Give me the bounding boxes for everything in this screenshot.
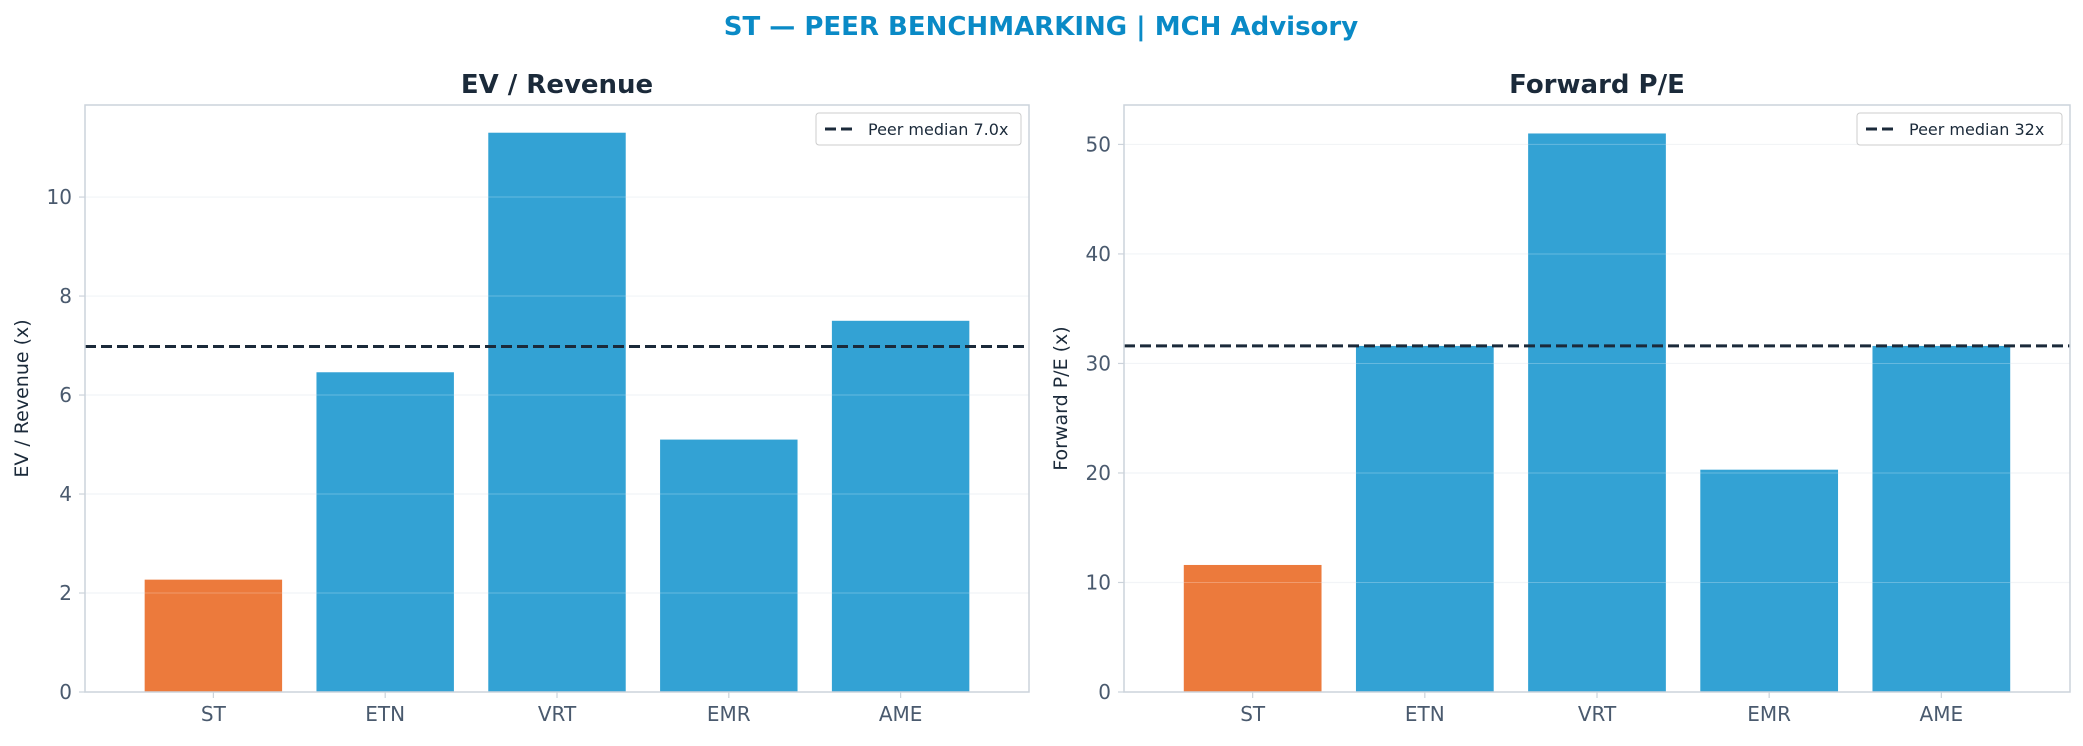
x-tick-label: ST bbox=[1240, 702, 1266, 726]
axes-frame bbox=[84, 104, 1030, 693]
panel-title: EV / Revenue bbox=[461, 70, 653, 100]
x-tick-label: VRT bbox=[538, 702, 577, 726]
x-tick-label: EMR bbox=[1747, 702, 1791, 726]
y-tick-label: 40 bbox=[1086, 242, 1111, 266]
bar-etn bbox=[316, 372, 454, 692]
y-tick-label: 2 bbox=[59, 581, 72, 605]
bar-ame bbox=[831, 320, 970, 692]
x-tick-label: ST bbox=[201, 702, 227, 726]
bar-emr bbox=[660, 439, 798, 692]
x-tick-label: AME bbox=[879, 702, 923, 726]
y-tick-label: 0 bbox=[59, 680, 72, 704]
y-tick-label: 50 bbox=[1086, 132, 1111, 156]
legend-box bbox=[815, 112, 1022, 146]
y-tick-label: 0 bbox=[1098, 680, 1111, 704]
y-tick-label: 4 bbox=[59, 482, 72, 506]
bar-vrt bbox=[488, 132, 626, 693]
y-tick-label: 6 bbox=[59, 383, 72, 407]
y-tick-label: 20 bbox=[1086, 461, 1111, 485]
legend-label: Peer median 32x bbox=[1909, 120, 2044, 139]
figure-title: ST — PEER BENCHMARKING | MCH Advisory bbox=[724, 12, 1358, 42]
y-tick-label: 10 bbox=[1086, 570, 1111, 594]
bar-vrt bbox=[1528, 133, 1666, 692]
ev-revenue-panel: EV / Revenue 0 2 4 6 8 10 EV / Revenue (x) ST ETN… bbox=[11, 70, 1030, 726]
x-tick-label: ETN bbox=[1405, 702, 1445, 726]
bar-etn bbox=[1355, 345, 1494, 692]
x-tick-label: VRT bbox=[1578, 702, 1617, 726]
bar-st bbox=[144, 579, 283, 692]
axes-frame bbox=[1123, 104, 2071, 693]
panel-title: Forward P/E bbox=[1509, 70, 1685, 100]
forward-pe-panel: Forward P/E 0 10 20 30 40 50 Forward P/E (x) ST E… bbox=[1050, 70, 2071, 726]
x-tick-label: EMR bbox=[707, 702, 751, 726]
y-axis-label: Forward P/E (x) bbox=[1050, 326, 1072, 470]
bar-ame bbox=[1872, 345, 2011, 692]
bar-st bbox=[1183, 564, 1322, 692]
bar-emr bbox=[1700, 469, 1839, 692]
x-tick-label: AME bbox=[1920, 702, 1964, 726]
y-axis-label: EV / Revenue (x) bbox=[11, 319, 33, 477]
legend-label: Peer median 7.0x bbox=[868, 120, 1008, 139]
y-tick-label: 8 bbox=[59, 284, 72, 308]
y-tick-label: 30 bbox=[1086, 351, 1111, 375]
y-tick-label: 10 bbox=[47, 185, 72, 209]
x-tick-label: ETN bbox=[365, 702, 405, 726]
legend-box bbox=[1856, 112, 2063, 146]
